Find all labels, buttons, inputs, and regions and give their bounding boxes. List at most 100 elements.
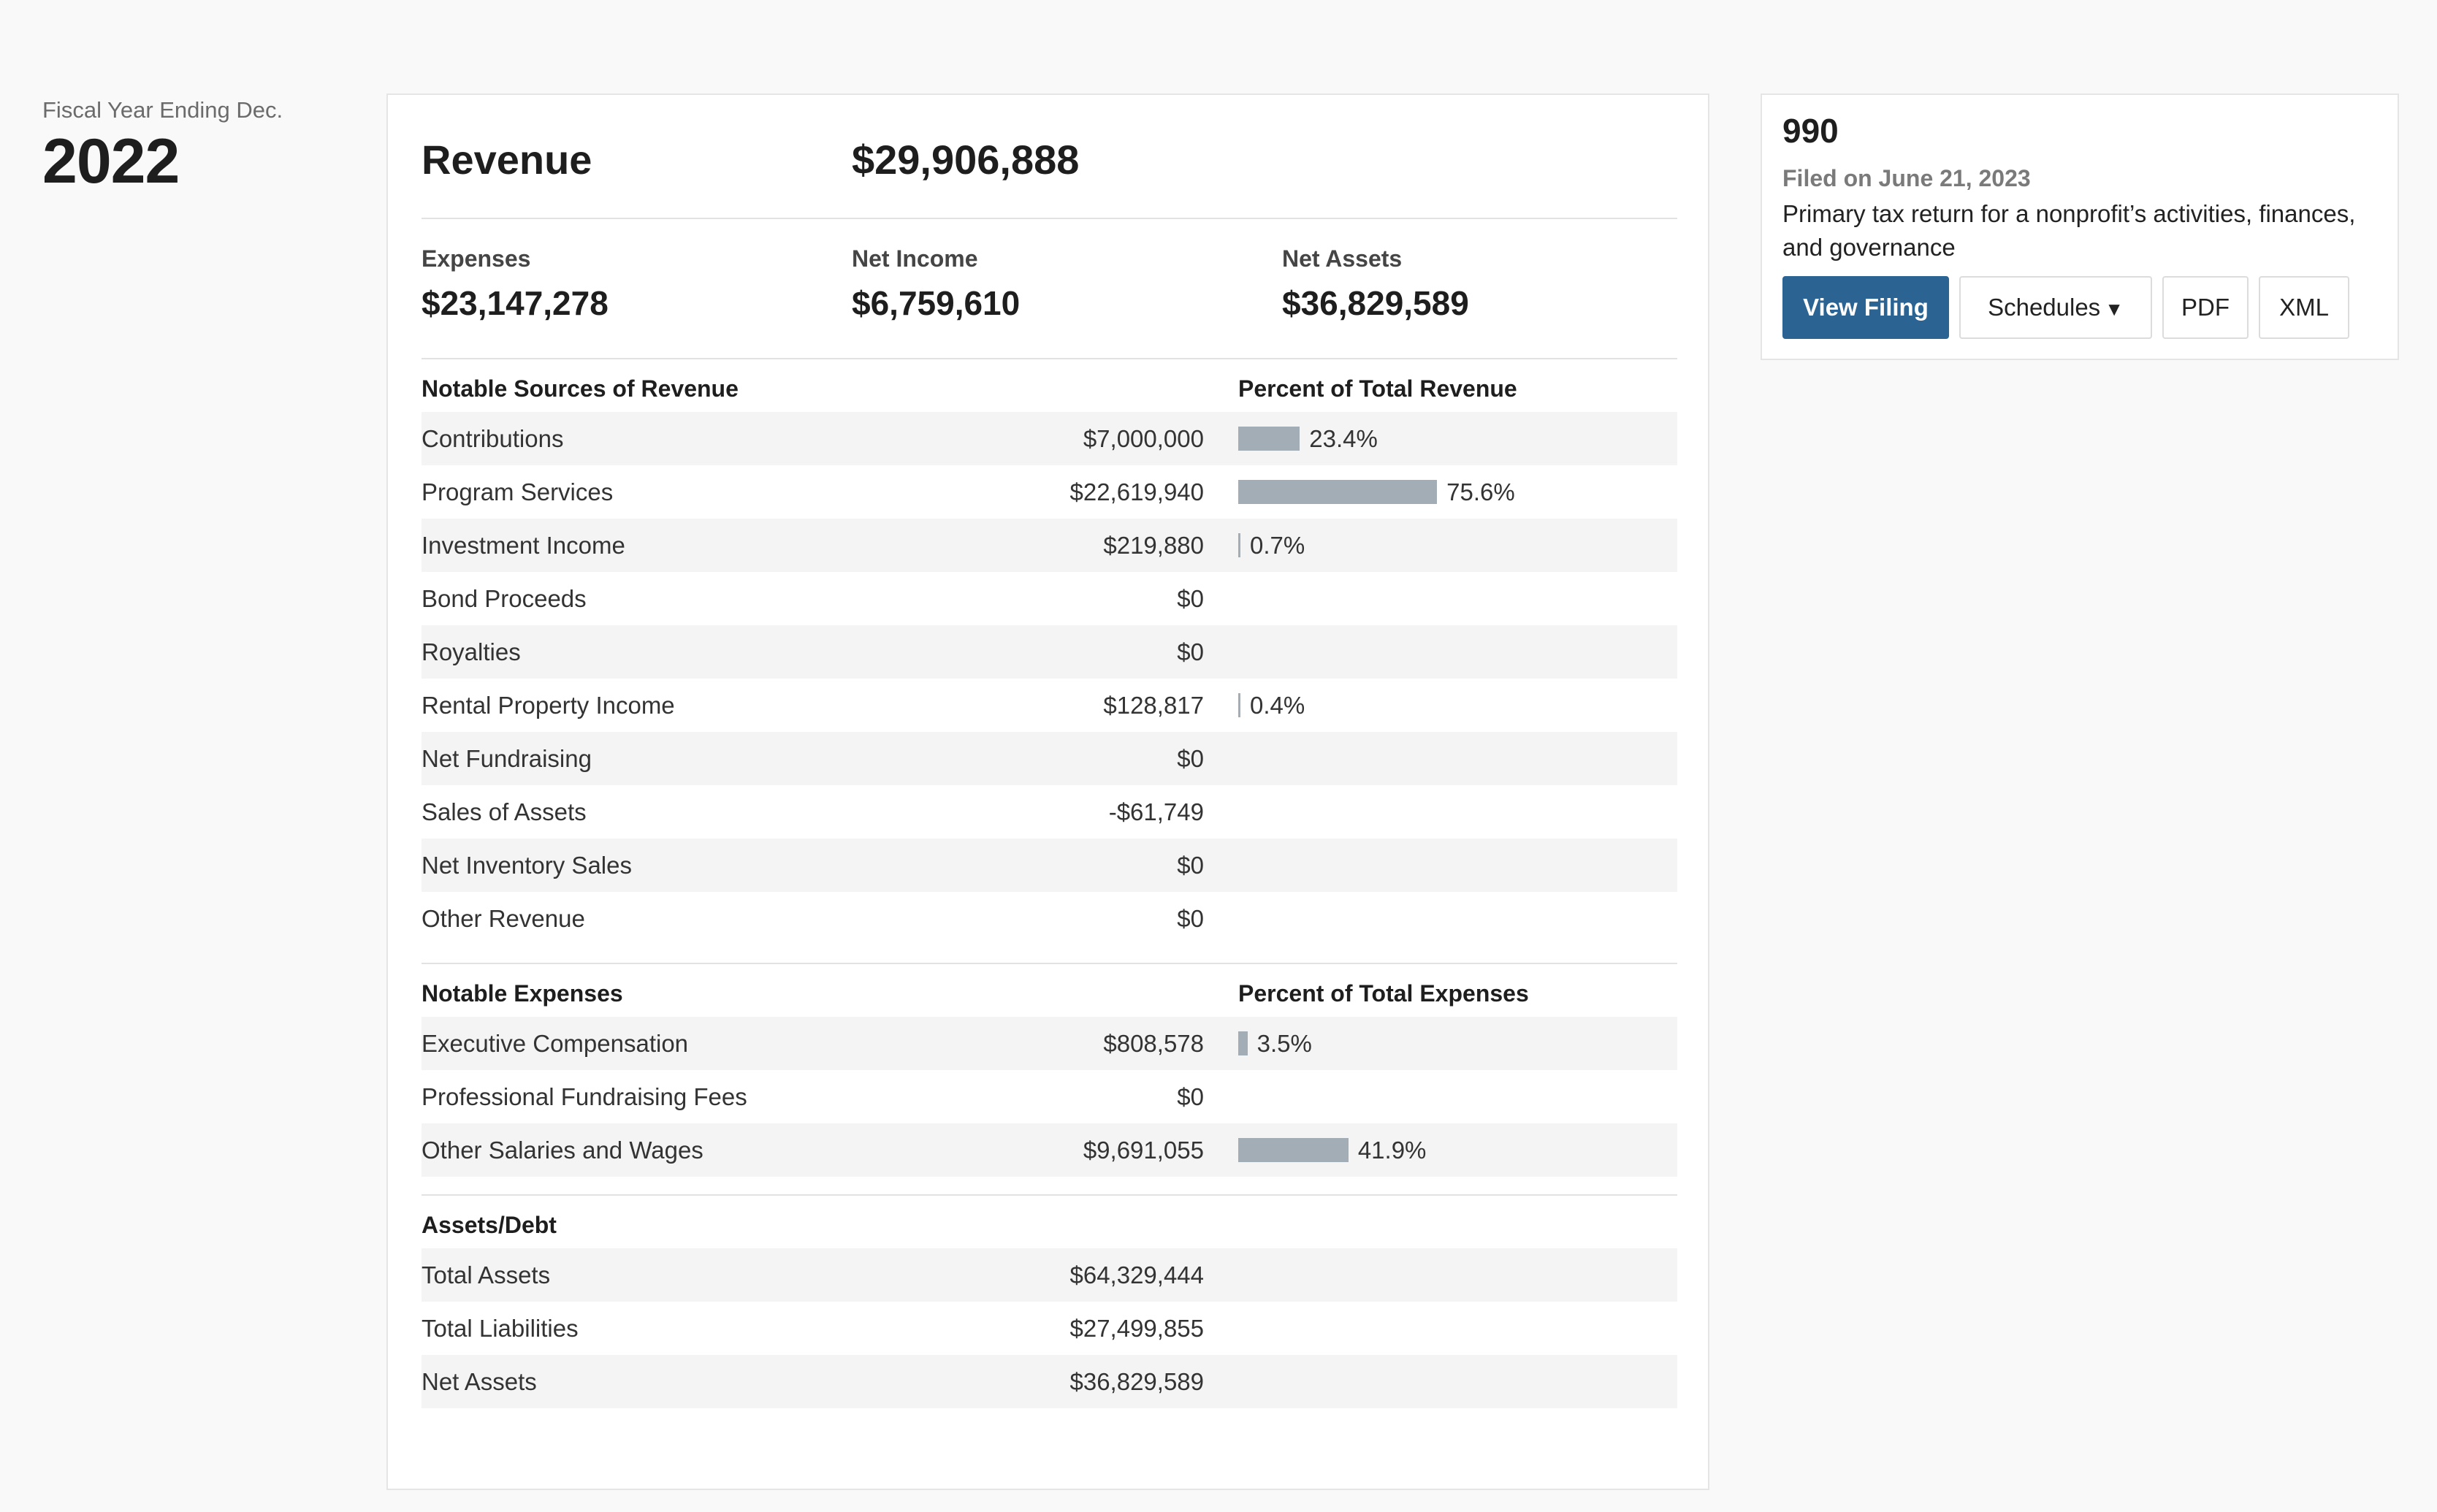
net-income-label: Net Income	[852, 245, 978, 272]
percent-bar	[1238, 693, 1240, 717]
row-label: Professional Fundraising Fees	[422, 1083, 747, 1110]
table-row: Net Assets $36,829,589	[422, 1355, 1677, 1408]
row-label: Contributions	[422, 425, 564, 452]
row-amount: $64,329,444	[1069, 1261, 1204, 1288]
filing-description: Primary tax return for a nonprofit’s act…	[1782, 200, 2356, 261]
row-amount: $219,880	[1103, 532, 1204, 559]
percent-label: 0.4%	[1250, 692, 1305, 719]
row-amount: $36,829,589	[1069, 1368, 1204, 1395]
percent-bar	[1238, 1138, 1349, 1162]
revenue-header: Revenue $29,906,888	[422, 95, 1677, 219]
schedules-dropdown-button[interactable]: Schedules ▼	[1959, 276, 2152, 339]
section-divider	[422, 1194, 1677, 1196]
table-row: Total Liabilities $27,499,855	[422, 1302, 1677, 1355]
row-amount: -$61,749	[1108, 798, 1204, 825]
row-label: Other Salaries and Wages	[422, 1137, 703, 1164]
row-label: Bond Proceeds	[422, 585, 587, 612]
assets-section: Assets/Debt Total Assets $64,329,444 Total…	[422, 1196, 1677, 1408]
revenue-sources-header: Notable Sources of Revenue Percent of To…	[422, 359, 1677, 412]
table-row: Other Salaries and Wages $9,691,055 41.9%	[422, 1123, 1677, 1177]
row-label: Royalties	[422, 638, 521, 665]
revenue-sources-section: Notable Sources of Revenue Percent of To…	[422, 359, 1677, 963]
table-row: Executive Compensation $808,578 3.5%	[422, 1017, 1677, 1070]
financial-summary-card: Revenue $29,906,888 Expenses $23,147,278…	[386, 93, 1709, 1490]
expenses-table: Executive Compensation $808,578 3.5% Profes…	[422, 1017, 1677, 1177]
assets-heading: Assets/Debt	[422, 1212, 557, 1238]
row-amount: $0	[1177, 1083, 1204, 1110]
table-row: Contributions $7,000,000 23.4%	[422, 412, 1677, 465]
filing-date: Filed on June 21, 2023	[1782, 165, 2031, 191]
table-row: Net Inventory Sales $0	[422, 839, 1677, 892]
revenue-sources-heading: Notable Sources of Revenue	[422, 375, 739, 402]
net-assets-value: $36,829,589	[1282, 284, 1469, 322]
percent-bar	[1238, 1031, 1248, 1055]
schedules-label: Schedules	[1988, 294, 2101, 321]
expenses-heading: Notable Expenses	[422, 980, 623, 1007]
row-label: Executive Compensation	[422, 1030, 689, 1057]
expenses-percent-heading: Percent of Total Expenses	[1238, 980, 1529, 1007]
xml-button[interactable]: XML	[2259, 276, 2349, 339]
percent-bar	[1238, 533, 1240, 557]
expenses-value: $23,147,278	[422, 284, 609, 322]
row-amount: $0	[1177, 745, 1204, 772]
row-amount: $27,499,855	[1069, 1315, 1204, 1342]
fiscal-year-block: Fiscal Year Ending Dec. 2022	[42, 93, 349, 194]
filing-card: 990 Filed on June 21, 2023 Primary tax r…	[1761, 93, 2399, 360]
filing-form-title: 990	[1782, 112, 1839, 150]
xml-label: XML	[2279, 294, 2329, 321]
caret-down-icon: ▼	[2105, 298, 2124, 320]
row-label: Sales of Assets	[422, 798, 587, 825]
table-row: Other Revenue $0	[422, 892, 1677, 945]
percent-label: 3.5%	[1256, 1030, 1312, 1057]
table-row: Rental Property Income $128,817 0.4%	[422, 679, 1677, 732]
view-filing-button[interactable]: View Filing	[1782, 276, 1949, 339]
table-row: Professional Fundraising Fees $0	[422, 1070, 1677, 1123]
row-label: Rental Property Income	[422, 692, 675, 719]
row-amount: $0	[1177, 638, 1204, 665]
percent-label: 0.7%	[1250, 532, 1305, 559]
fiscal-year-value: 2022	[42, 126, 180, 196]
row-amount: $7,000,000	[1083, 425, 1204, 452]
pdf-button[interactable]: PDF	[2162, 276, 2249, 339]
row-amount: $808,578	[1103, 1030, 1204, 1057]
revenue-sources-table: Contributions $7,000,000 23.4% Program Serv…	[422, 412, 1677, 945]
row-label: Investment Income	[422, 532, 625, 559]
table-row: Bond Proceeds $0	[422, 572, 1677, 625]
percent-bar	[1238, 480, 1438, 504]
table-row: Program Services $22,619,940 75.6%	[422, 465, 1677, 519]
net-assets-metric: Net Assets $36,829,589	[1282, 244, 1469, 324]
row-label: Net Assets	[422, 1368, 537, 1395]
net-income-metric: Net Income $6,759,610	[852, 244, 1020, 324]
row-label: Other Revenue	[422, 905, 585, 932]
table-row: Royalties $0	[422, 625, 1677, 679]
row-amount: $22,619,940	[1069, 478, 1204, 505]
table-row: Total Assets $64,329,444	[422, 1248, 1677, 1302]
percent-label: 41.9%	[1357, 1137, 1427, 1164]
row-label: Net Fundraising	[422, 745, 592, 772]
row-label: Total Assets	[422, 1261, 551, 1288]
row-amount: $0	[1177, 585, 1204, 612]
revenue-label: Revenue	[422, 137, 592, 183]
percent-label: 23.4%	[1309, 425, 1378, 452]
expenses-section: Notable Expenses Percent of Total Expens…	[422, 964, 1677, 1194]
net-income-value: $6,759,610	[852, 284, 1021, 322]
row-amount: $9,691,055	[1083, 1137, 1204, 1164]
row-amount: $0	[1177, 905, 1204, 932]
assets-table: Total Assets $64,329,444 Total Liabilities…	[422, 1248, 1677, 1408]
section-divider	[422, 963, 1677, 964]
revenue-value: $29,906,888	[852, 137, 1080, 183]
table-row: Sales of Assets -$61,749	[422, 785, 1677, 839]
summary-metrics: Expenses $23,147,278 Net Income $6,759,6…	[422, 219, 1677, 359]
expenses-metric: Expenses $23,147,278	[422, 244, 609, 324]
fiscal-year-label: Fiscal Year Ending Dec.	[42, 97, 283, 123]
row-label: Total Liabilities	[422, 1315, 579, 1342]
expenses-header: Notable Expenses Percent of Total Expens…	[422, 964, 1677, 1017]
view-filing-label: View Filing	[1803, 294, 1929, 321]
net-assets-label: Net Assets	[1282, 245, 1403, 272]
expenses-label: Expenses	[422, 245, 531, 272]
table-row: Net Fundraising $0	[422, 732, 1677, 785]
pdf-label: PDF	[2181, 294, 2230, 321]
row-amount: $128,817	[1103, 692, 1204, 719]
row-amount: $0	[1177, 852, 1204, 879]
table-row: Investment Income $219,880 0.7%	[422, 519, 1677, 572]
